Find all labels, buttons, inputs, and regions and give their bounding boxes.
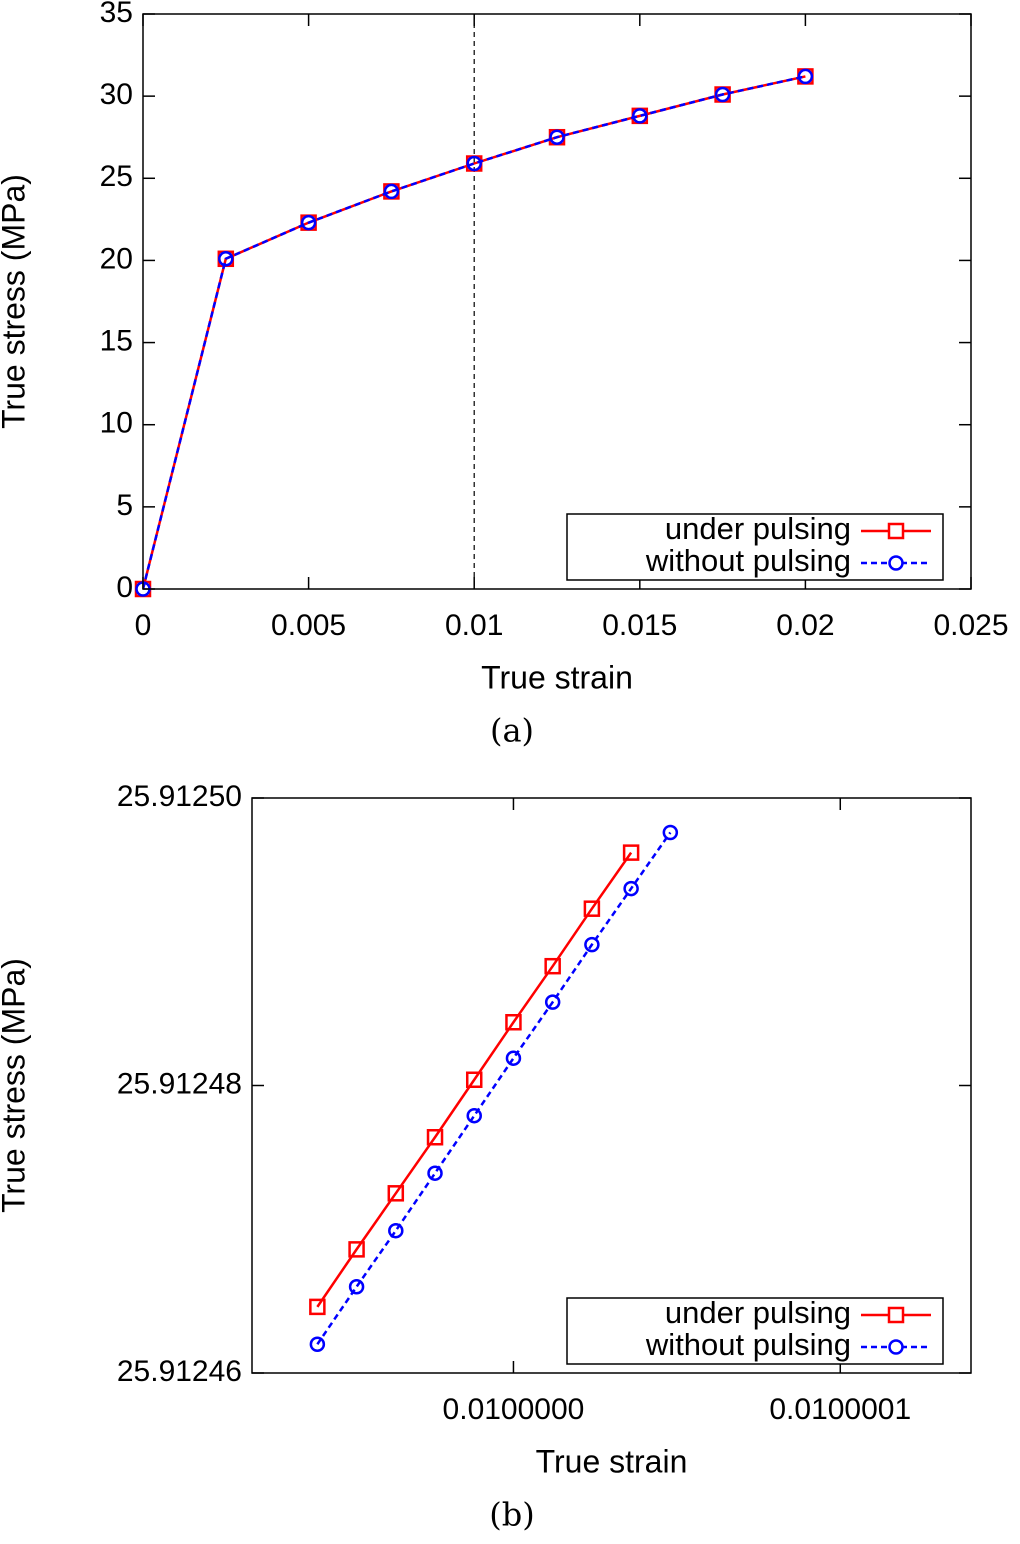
marker (427, 1165, 443, 1181)
y-tick-label: 10 (100, 407, 133, 440)
marker (623, 880, 639, 897)
legend-marker (888, 555, 904, 571)
x-axis-label: True strain (536, 1443, 688, 1479)
series-line (316, 851, 633, 1308)
y-axis-label: True stress (MPa) (0, 958, 31, 1213)
marker (505, 1014, 522, 1031)
legend-label: under pulsing (665, 1295, 851, 1330)
legend-marker (887, 522, 905, 540)
marker (505, 1050, 522, 1066)
marker (583, 900, 601, 917)
caption: (b) (489, 1496, 534, 1534)
legend-marker (887, 1306, 905, 1324)
caption: (a) (490, 712, 534, 750)
marker (300, 214, 317, 231)
marker (348, 1279, 365, 1295)
x-tick-label: 0.005 (271, 609, 346, 642)
x-tick-label: 0.01 (445, 609, 503, 642)
series-line (316, 831, 672, 1345)
x-tick-label: 0.015 (602, 609, 677, 642)
marker (387, 1185, 405, 1202)
marker (544, 994, 561, 1010)
x-tick-label: 0 (135, 609, 152, 642)
x-tick-label: 0.02 (776, 609, 834, 642)
marker (388, 1222, 404, 1239)
marker (544, 957, 561, 975)
marker (218, 251, 234, 267)
plot-frame (251, 797, 972, 1374)
x-tick-label: 0.0100001 (769, 1393, 911, 1426)
marker (466, 1107, 482, 1124)
marker (466, 155, 482, 172)
marker (348, 1241, 365, 1258)
legend-box (566, 1297, 944, 1365)
y-tick-label: 25.91246 (117, 1355, 242, 1388)
marker (584, 936, 600, 953)
y-tick-label: 5 (116, 489, 133, 522)
y-axis-label: True stress (MPa) (0, 174, 31, 429)
y-tick-label: 30 (100, 78, 133, 111)
y-tick-label: 20 (100, 242, 133, 275)
plot-frame (142, 13, 972, 590)
series-line (143, 75, 806, 589)
legend-label: without pulsing (645, 543, 851, 578)
marker (622, 844, 640, 861)
marker (383, 183, 400, 200)
marker (549, 129, 565, 145)
y-tick-label: 35 (100, 0, 133, 29)
x-axis-label: True strain (481, 659, 633, 695)
marker (714, 86, 731, 103)
y-tick-label: 25 (100, 160, 133, 193)
marker (465, 1071, 483, 1088)
x-tick-label: 0.025 (933, 609, 1008, 642)
marker (309, 1336, 326, 1352)
marker (632, 108, 648, 124)
x-tick-label: 0.0100000 (443, 1393, 585, 1426)
legend-label: under pulsing (665, 511, 851, 546)
marker (797, 68, 814, 85)
marker (426, 1129, 444, 1146)
y-tick-label: 15 (100, 324, 133, 357)
legend-label: without pulsing (645, 1327, 851, 1362)
y-tick-label: 25.91250 (117, 780, 242, 813)
y-tick-label: 0 (116, 571, 133, 604)
legend-box (566, 513, 944, 581)
legend-marker (888, 1339, 904, 1355)
marker (309, 1298, 326, 1316)
y-tick-label: 25.91248 (117, 1067, 242, 1100)
marker (662, 824, 679, 841)
